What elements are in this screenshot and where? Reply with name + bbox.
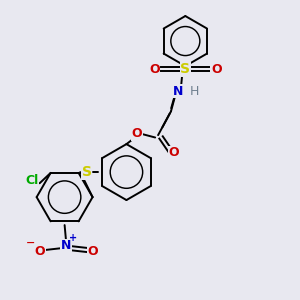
Text: S: S	[180, 62, 190, 76]
Text: N: N	[61, 239, 71, 252]
Text: O: O	[87, 245, 98, 258]
Text: O: O	[168, 146, 179, 159]
Text: O: O	[149, 62, 160, 76]
Text: O: O	[131, 127, 142, 140]
Text: −: −	[26, 238, 35, 248]
Text: +: +	[69, 233, 77, 243]
Text: O: O	[211, 62, 222, 76]
Text: O: O	[34, 245, 45, 258]
Text: H: H	[190, 85, 199, 98]
Text: S: S	[82, 165, 92, 179]
Text: N: N	[173, 85, 183, 98]
Text: Cl: Cl	[26, 174, 39, 188]
